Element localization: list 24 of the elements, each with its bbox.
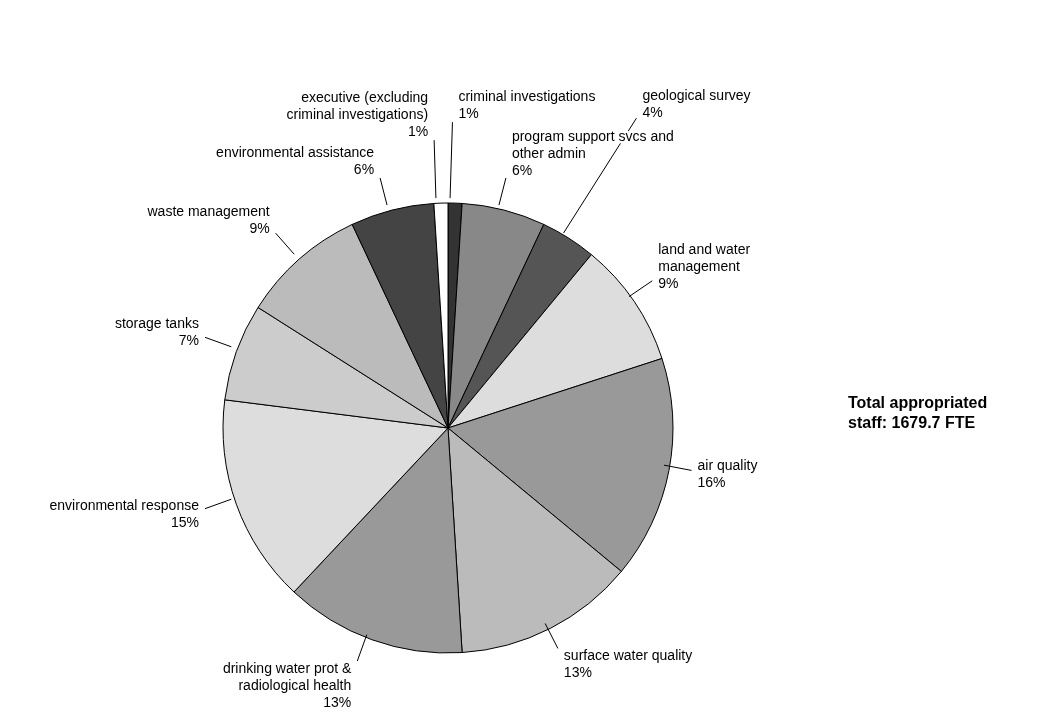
data-label: 1% [407, 123, 429, 140]
slice-label: storage tanks [114, 314, 199, 331]
slice-label: surface water quality [563, 646, 693, 663]
data-label: 1% [458, 105, 479, 122]
slice-label: criminal investigations [458, 88, 596, 105]
slice-label: drinking water prot & radiological health [222, 659, 352, 693]
slice-label: air quality [697, 456, 758, 473]
slice-label: executive (excluding criminal investigations) [286, 89, 429, 123]
text: Total appropriated staff: 1679.7 FTE [848, 393, 989, 433]
data-label: 9% [658, 274, 679, 291]
data-label: 16% [697, 473, 726, 490]
slice-label: land and water management [658, 240, 751, 274]
data-label: 7% [178, 331, 199, 348]
slice-label: environmental response [49, 497, 200, 514]
slice-label: waste management [146, 203, 270, 220]
slice-label: environmental assistance [216, 144, 375, 161]
slice-label: geological survey [642, 86, 751, 103]
data-label: 9% [249, 220, 270, 237]
data-label: 6% [511, 161, 533, 178]
data-label: 13% [563, 663, 592, 680]
data-label: 13% [323, 693, 352, 710]
data-label: 15% [170, 514, 199, 531]
data-label: 4% [642, 103, 663, 120]
data-label: 6% [353, 161, 375, 178]
